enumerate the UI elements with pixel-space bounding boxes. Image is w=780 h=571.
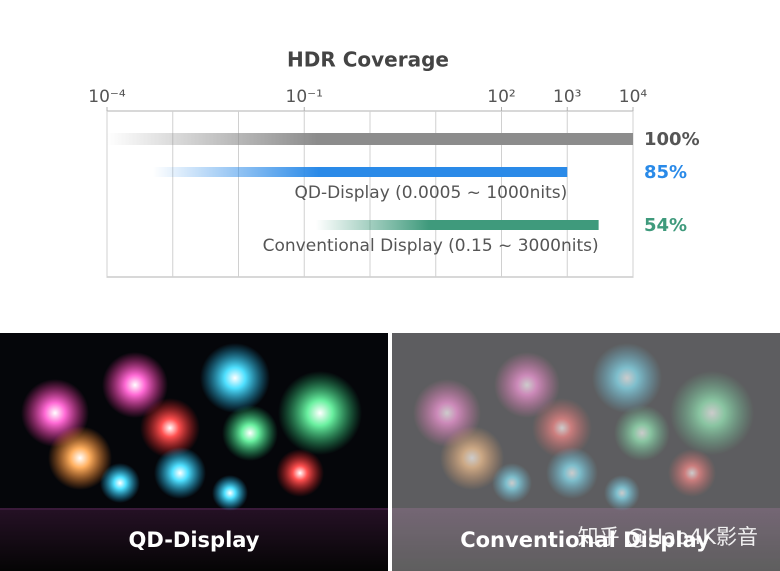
range-bar — [152, 167, 568, 177]
photo-panel: Conventional Display 知乎 @Hao4K影音 — [392, 333, 780, 571]
x-tick-label: 10⁴ — [619, 87, 648, 107]
value-label: 54% — [644, 215, 687, 236]
dim-overlay — [392, 333, 780, 571]
photo-label: Conventional Display — [460, 528, 710, 552]
caption-shade — [0, 510, 388, 571]
value-label: 100% — [644, 129, 700, 150]
photo-panel: QD-Display — [0, 333, 388, 571]
x-tick-label: 10⁻⁴ — [88, 87, 126, 107]
range-bar — [107, 133, 633, 145]
photo-label: QD-Display — [129, 528, 260, 552]
series-label: Conventional Display (0.15 ~ 3000nits) — [263, 236, 599, 256]
x-tick-label: 10² — [487, 87, 515, 107]
x-tick-label: 10³ — [553, 87, 581, 107]
chart-title: HDR Coverage — [287, 48, 449, 72]
series-label: QD-Display (0.0005 ~ 1000nits) — [294, 183, 567, 203]
watermark: 知乎 @Hao4K影音 — [578, 525, 758, 549]
range-bar — [315, 220, 599, 230]
value-label: 85% — [644, 162, 687, 183]
x-tick-label: 10⁻¹ — [286, 87, 323, 107]
